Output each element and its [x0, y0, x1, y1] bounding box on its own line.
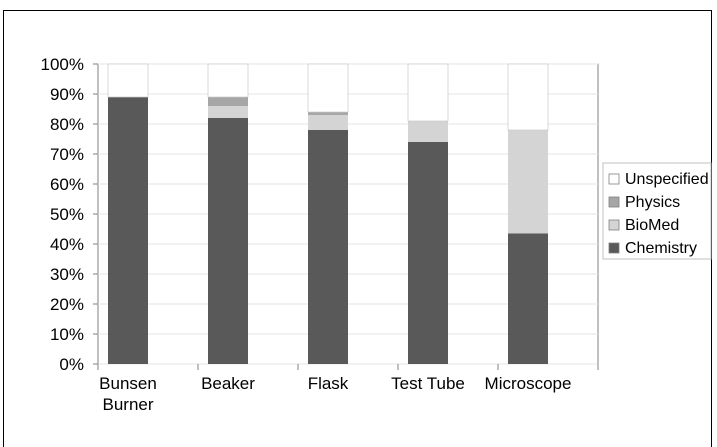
bar-segment-chemistry — [208, 118, 248, 364]
bar-segment-unspecified — [407, 63, 449, 122]
bar-segment-biomed — [408, 121, 448, 142]
bar-segment-unspecified — [107, 63, 149, 98]
y-tick-label: 100% — [41, 55, 84, 74]
legend-swatch — [608, 173, 620, 185]
y-tick-label: 70% — [50, 145, 84, 164]
legend-label: Physics — [625, 194, 680, 211]
y-tick-label: 60% — [50, 175, 84, 194]
y-tick-label: 80% — [50, 115, 84, 134]
y-tick-label: 10% — [50, 325, 84, 344]
bar-segment-biomed — [508, 130, 548, 234]
y-tick-label: 90% — [50, 85, 84, 104]
legend-label: Chemistry — [625, 240, 697, 257]
x-tick-label: Bunsen — [99, 374, 157, 393]
y-tick-label: 0% — [59, 355, 84, 374]
bar-segment-physics — [208, 97, 248, 106]
bar-segment-chemistry — [408, 142, 448, 364]
x-tick-label: Burner — [102, 395, 153, 414]
bar-segment-physics — [308, 112, 348, 115]
bar-segment-chemistry — [308, 130, 348, 364]
x-tick-label: Microscope — [485, 374, 572, 393]
y-tick-label: 40% — [50, 235, 84, 254]
x-tick-label: Flask — [308, 374, 349, 393]
y-tick-label: 20% — [50, 295, 84, 314]
bar-segment-unspecified — [307, 63, 349, 113]
y-tick-label: 30% — [50, 265, 84, 284]
x-tick-label: Test Tube — [391, 374, 465, 393]
bar-segment-biomed — [308, 115, 348, 130]
x-tick-label: Beaker — [201, 374, 255, 393]
legend-label: BioMed — [625, 217, 679, 234]
legend-swatch — [608, 196, 620, 208]
legend-box — [602, 162, 712, 260]
y-tick-label: 50% — [50, 205, 84, 224]
legend-label: Unspecified — [625, 171, 709, 188]
bar-segment-unspecified — [507, 63, 549, 131]
bar-segment-biomed — [208, 106, 248, 118]
bar-segment-chemistry — [108, 97, 148, 364]
bar-segment-unspecified — [207, 63, 249, 98]
bar-segment-chemistry — [508, 233, 548, 364]
legend-swatch — [608, 242, 620, 254]
legend-swatch — [608, 219, 620, 231]
